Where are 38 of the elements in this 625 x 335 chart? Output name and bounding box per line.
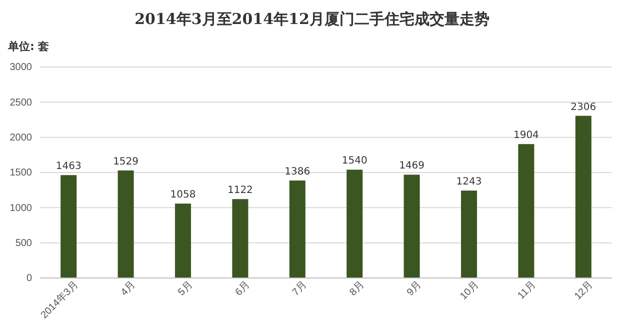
x-tick-label: 6月 (233, 279, 252, 298)
data-label: 1529 (113, 156, 139, 168)
bar (60, 175, 77, 278)
y-tick-label: 500 (15, 238, 32, 250)
bar (289, 180, 306, 278)
bar (174, 204, 192, 278)
x-tick-label: 12月 (572, 279, 596, 302)
y-tick-label: 1000 (10, 202, 32, 214)
chart-title: 2014年3月至2014年12月厦门二手住宅成交量走势 (134, 10, 490, 28)
x-tick-label: 4月 (119, 279, 138, 298)
x-tick-label: 5月 (176, 279, 196, 298)
bar (518, 144, 534, 278)
y-tick-label: 2000 (10, 132, 32, 144)
y-tick-label: 2500 (10, 97, 32, 108)
bar (118, 170, 134, 278)
x-tick-label: 7月 (290, 279, 310, 298)
x-tick-label: 11月 (516, 279, 538, 302)
x-tick-label: 9月 (405, 279, 424, 298)
bar (404, 174, 420, 278)
data-label: 1122 (227, 185, 253, 196)
data-label: 1540 (342, 156, 368, 167)
data-label: 2306 (570, 102, 596, 113)
x-tick-label: 8月 (348, 279, 367, 298)
data-label: 1904 (513, 130, 539, 142)
data-label: 1243 (456, 176, 482, 188)
y-tick-label: 0 (26, 273, 32, 284)
bar (346, 170, 363, 278)
x-tick-label: 10月 (458, 279, 482, 302)
y-tick-label: 1500 (10, 168, 32, 179)
bar (232, 199, 248, 278)
text: 单位: 套 (7, 40, 50, 53)
data-label: 1386 (284, 166, 310, 178)
bar (575, 116, 592, 278)
data-label: 1469 (399, 160, 425, 172)
y-tick-label: 3000 (10, 62, 32, 74)
data-label: 1058 (170, 190, 196, 201)
bar (460, 190, 478, 278)
data-label: 1463 (56, 161, 82, 172)
